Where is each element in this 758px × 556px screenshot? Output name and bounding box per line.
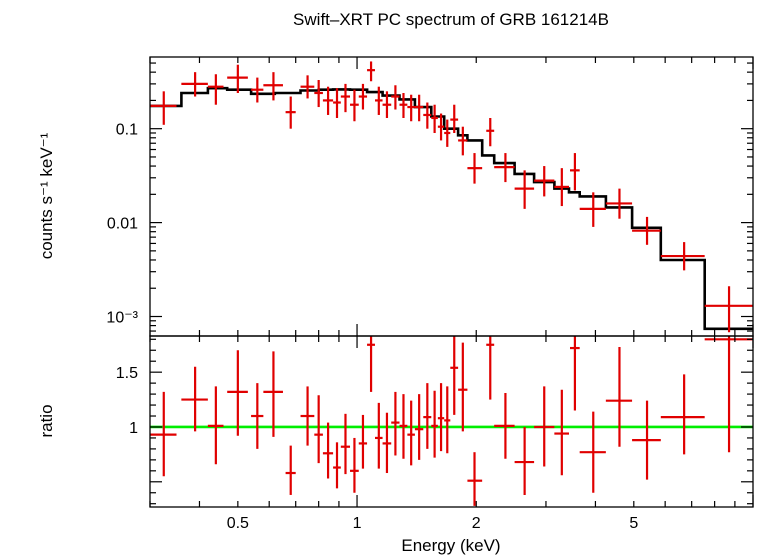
ratio-point-32 xyxy=(554,389,569,476)
ratio-point-13 xyxy=(358,414,368,469)
spectrum-point-19 xyxy=(407,94,415,122)
y-tick-label-spectrum: 0.1 xyxy=(116,122,138,139)
spectrum-point-7 xyxy=(300,75,315,99)
x-tick-label: 5 xyxy=(629,515,638,532)
y-tick-label-spectrum: 10⁻³ xyxy=(106,310,138,327)
x-tick-label: 2 xyxy=(472,515,481,532)
spectrum-point-28 xyxy=(486,117,495,147)
spectrum-point-9 xyxy=(322,86,334,115)
ratio-point-28 xyxy=(486,336,495,400)
spectrum-point-23 xyxy=(437,113,445,141)
ratio-point-18 xyxy=(399,394,408,459)
ratio-point-29 xyxy=(494,393,515,459)
x-tick-label: 0.5 xyxy=(227,515,249,532)
spectrum-point-30 xyxy=(514,170,535,209)
x-axis-label: Energy (keV) xyxy=(401,536,500,555)
spectrum-point-36 xyxy=(632,216,661,245)
spectrum-point-38 xyxy=(704,286,753,333)
spectrum-point-0 xyxy=(150,91,177,125)
ratio-point-21 xyxy=(423,383,432,449)
top-panel-frame xyxy=(149,56,754,337)
ratio-point-7 xyxy=(300,386,315,446)
ratio-point-30 xyxy=(514,426,535,495)
x-tick-label: 1 xyxy=(353,515,362,532)
ratio-point-10 xyxy=(333,442,341,489)
ratio-point-4 xyxy=(251,383,264,449)
spectrum-point-3 xyxy=(227,64,248,93)
ratio-point-9 xyxy=(322,422,334,479)
spectrum-point-24 xyxy=(444,119,451,147)
ratio-point-14 xyxy=(367,336,375,392)
spectrum-point-1 xyxy=(181,72,208,97)
ratio-point-22 xyxy=(431,390,438,458)
y-tick-label-ratio: 1.5 xyxy=(116,365,138,382)
spectrum-point-34 xyxy=(579,192,606,227)
y-tick-label-spectrum: 0.01 xyxy=(107,216,138,233)
ratio-point-19 xyxy=(407,400,415,466)
spectrum-point-22 xyxy=(431,104,438,133)
ratio-point-31 xyxy=(534,386,555,467)
spectrum-point-20 xyxy=(414,94,424,122)
spectrum-point-17 xyxy=(391,85,400,110)
spectrum-point-26 xyxy=(458,126,468,156)
spectrum-point-27 xyxy=(467,153,483,184)
spectrum-point-4 xyxy=(251,77,264,103)
ratio-point-36 xyxy=(632,400,661,480)
ratio-point-1 xyxy=(181,366,208,432)
spectrum-point-11 xyxy=(340,83,351,113)
y-tick-label-ratio: 1 xyxy=(129,420,138,437)
ratio-point-2 xyxy=(207,386,224,465)
spectrum-point-8 xyxy=(314,79,323,108)
ratio-point-3 xyxy=(227,350,248,436)
spectrum-point-33 xyxy=(569,153,580,191)
ratio-point-26 xyxy=(458,342,468,432)
ratio-point-6 xyxy=(285,445,296,495)
spectrum-point-14 xyxy=(367,61,375,82)
spectrum-point-5 xyxy=(263,72,283,101)
ratio-point-24 xyxy=(444,386,451,454)
spectrum-point-6 xyxy=(285,96,296,129)
y-axis-label-ratio: ratio xyxy=(37,404,56,437)
ratio-point-12 xyxy=(350,437,359,493)
ratio-point-11 xyxy=(340,413,351,475)
spectrum-point-12 xyxy=(350,89,359,122)
ratio-point-8 xyxy=(314,395,323,464)
spectrum-point-21 xyxy=(423,102,432,129)
spectrum-point-15 xyxy=(374,86,383,115)
ratio-point-34 xyxy=(579,411,606,493)
spectrum-point-13 xyxy=(358,83,368,110)
ratio-point-23 xyxy=(437,383,445,452)
chart-title: Swift–XRT PC spectrum of GRB 161214B xyxy=(293,10,609,29)
spectrum-point-25 xyxy=(450,104,459,133)
spectrum-point-31 xyxy=(534,166,555,197)
spectrum-point-18 xyxy=(399,92,408,118)
spectrum-point-35 xyxy=(605,188,633,219)
ratio-point-38 xyxy=(704,336,753,453)
spectrum-point-29 xyxy=(494,153,515,183)
ratio-point-37 xyxy=(660,374,705,455)
spectrum-point-16 xyxy=(382,91,392,118)
ratio-point-25 xyxy=(450,336,459,415)
ratio-point-27 xyxy=(467,452,483,506)
ratio-point-17 xyxy=(391,391,400,456)
ratio-point-33 xyxy=(569,336,580,411)
ratio-point-5 xyxy=(263,351,283,437)
model-step-line xyxy=(150,86,753,331)
ratio-point-15 xyxy=(374,402,383,469)
ratio-point-20 xyxy=(414,394,424,460)
ratio-point-35 xyxy=(605,346,633,447)
spectrum-point-32 xyxy=(554,168,569,207)
spectrum-point-37 xyxy=(660,242,705,271)
y-axis-label-spectrum: counts s⁻¹ keV⁻¹ xyxy=(37,132,56,259)
ratio-point-16 xyxy=(382,412,392,474)
spectrum-point-10 xyxy=(333,88,341,118)
spectrum-point-2 xyxy=(207,74,224,105)
bottom-panel-frame xyxy=(149,335,754,508)
ratio-point-0 xyxy=(150,391,177,477)
